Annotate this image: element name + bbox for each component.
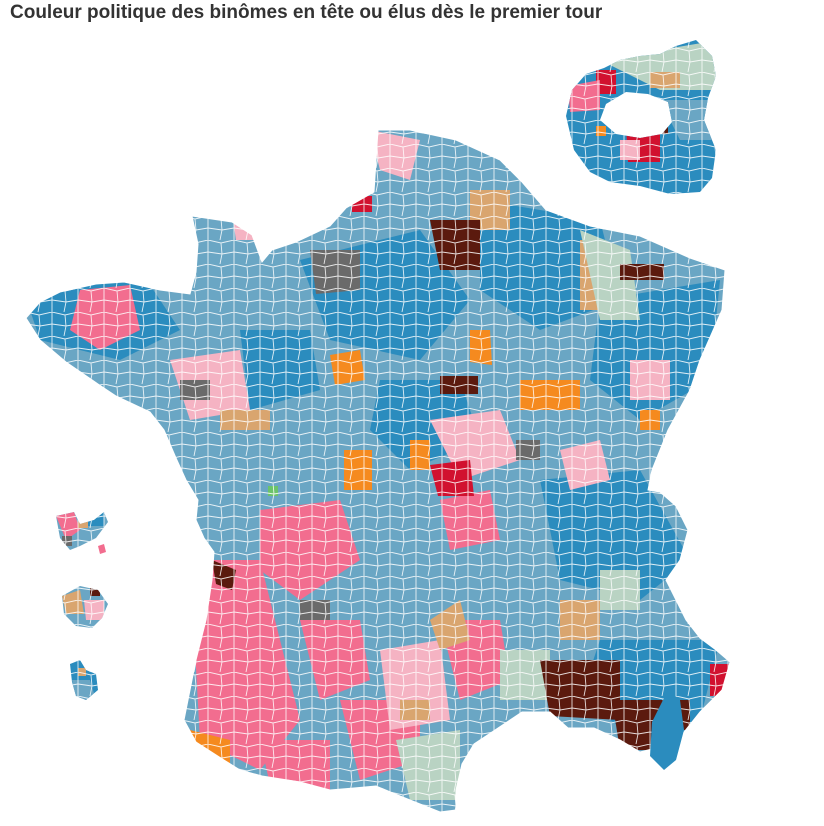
mainland-france [26, 130, 730, 812]
france-outline [25, 129, 731, 813]
corsica [650, 690, 684, 770]
guadeloupe [56, 512, 108, 550]
martinique [62, 586, 108, 628]
map-title: Couleur politique des binômes en tête ou… [10, 2, 603, 23]
paris-inset [566, 40, 716, 194]
la-reunion [70, 660, 98, 700]
canton-borders [26, 130, 730, 812]
